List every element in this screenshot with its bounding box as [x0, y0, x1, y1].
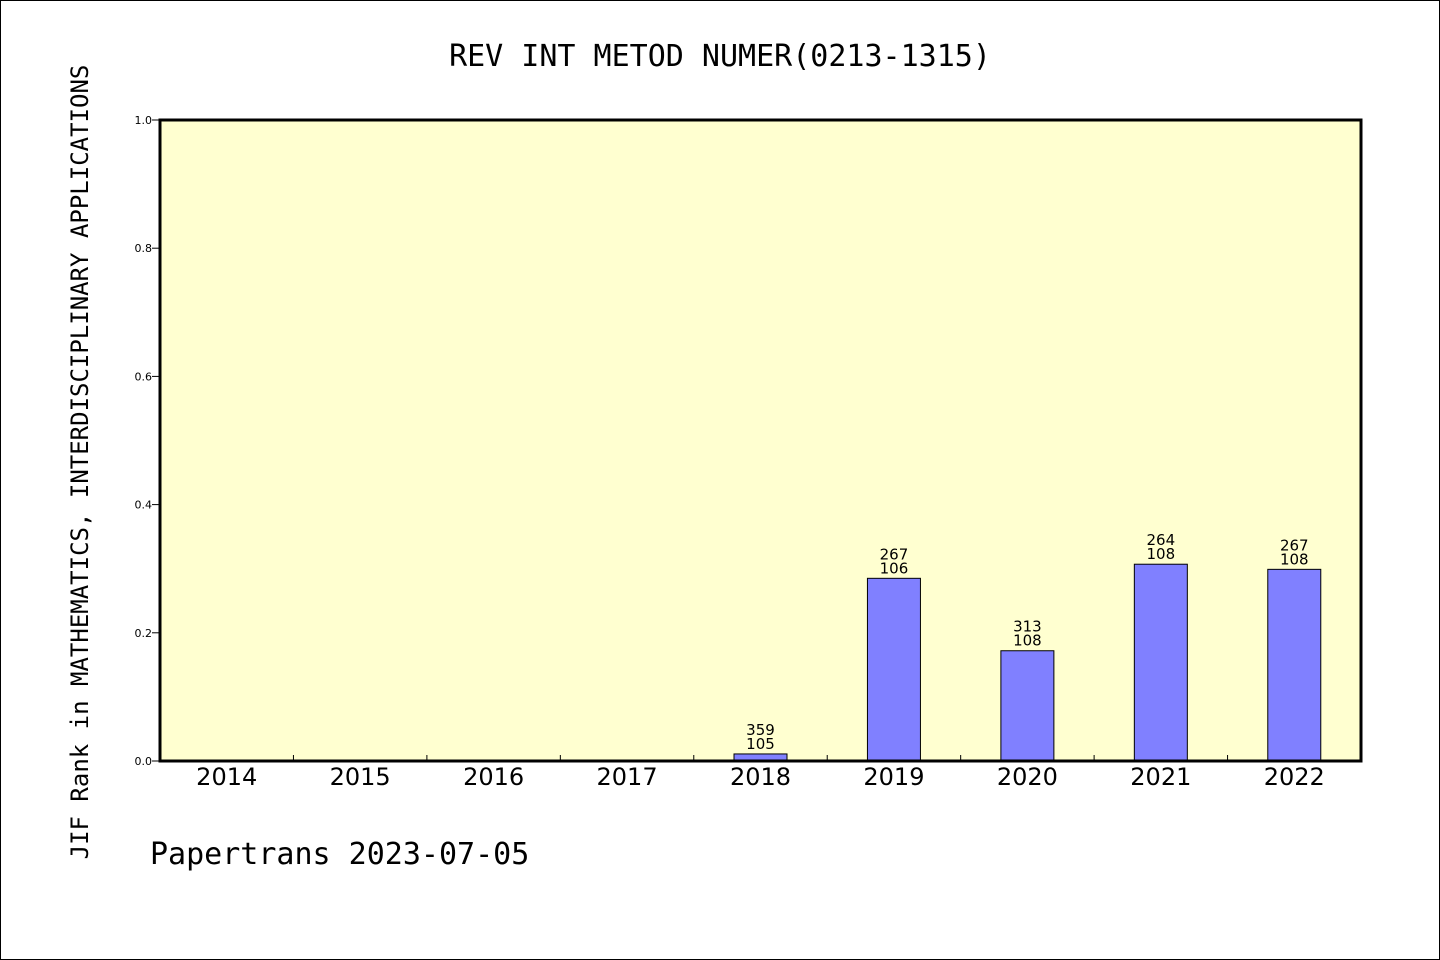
footer-credit: Papertrans 2023-07-05	[150, 837, 529, 872]
bar-2021	[1133, 563, 1188, 762]
x-tick-label: 2015	[330, 763, 391, 791]
bar-rank-label: 108	[1280, 550, 1309, 568]
bar-2022	[1267, 568, 1322, 762]
bar-rank-label: 108	[1147, 545, 1176, 563]
y-axis-label: JIF Rank in MATHEMATICS, INTERDISCIPLINA…	[66, 65, 94, 860]
chart-title: REV INT METOD NUMER(0213-1315)	[449, 39, 991, 74]
bar-total-label: 267	[1280, 536, 1309, 554]
bar-rank-label: 105	[746, 735, 775, 753]
x-ticks: 2014 2015 2016 2017 2018 2019 2020 2021 2022	[196, 755, 1325, 791]
y-tick-label: 0.6	[135, 370, 153, 383]
x-tick-label: 2018	[730, 763, 791, 791]
x-tick-label: 2017	[597, 763, 658, 791]
bar-total-label: 267	[880, 545, 909, 563]
x-tick-label: 2014	[196, 763, 257, 791]
bar-rank-label: 106	[880, 559, 909, 577]
y-tick-label: 1.0	[135, 114, 153, 127]
bar-2020	[1000, 650, 1055, 762]
x-tick-label: 2019	[863, 763, 924, 791]
plot-border	[158, 118, 1363, 763]
x-tick-label: 2022	[1264, 763, 1325, 791]
x-tick-label: 2021	[1130, 763, 1191, 791]
x-tick-label: 2020	[997, 763, 1058, 791]
bar-total-label: 264	[1147, 531, 1176, 549]
y-ticks: 0.0 0.2 0.4 0.6 0.8 1.0	[135, 114, 160, 768]
y-tick-label: 0.2	[135, 627, 153, 640]
bar-total-label: 359	[746, 721, 775, 739]
bar-total-label: 313	[1013, 618, 1042, 636]
y-tick-label: 0.8	[135, 242, 153, 255]
bar-rank-label: 108	[1013, 632, 1042, 650]
x-tick-label: 2016	[463, 763, 524, 791]
y-tick-label: 0.4	[135, 499, 153, 512]
bars	[733, 563, 1322, 762]
y-tick-label: 0.0	[135, 755, 153, 768]
bar-2019	[866, 577, 921, 762]
